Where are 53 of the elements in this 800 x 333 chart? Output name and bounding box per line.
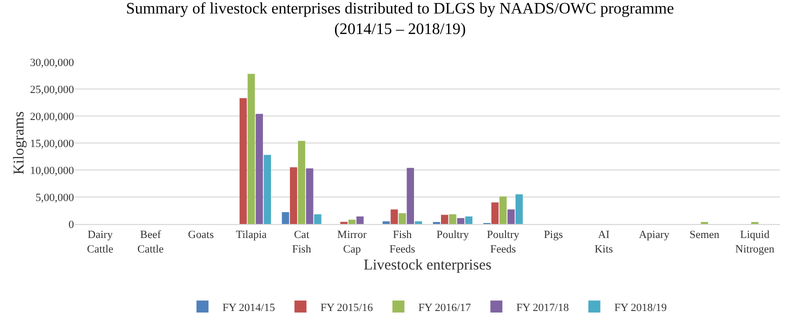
y-axis-title: Kilograms [11, 111, 28, 175]
bar [248, 74, 255, 224]
x-tick-label: Dairy Cattle [87, 229, 114, 256]
bar [398, 213, 406, 224]
x-tick-label: Poultry [436, 229, 470, 242]
bar [356, 216, 364, 224]
bar [449, 214, 456, 224]
bar [465, 216, 472, 224]
x-tick-label: Goats [188, 229, 214, 242]
x-tick-label: Apiary [638, 229, 670, 242]
bar [441, 214, 448, 224]
bar [256, 114, 263, 224]
bar [457, 218, 464, 224]
bar [290, 167, 298, 224]
y-tick-label: 0 [68, 218, 74, 231]
y-tick-label: 5,00,000 [36, 192, 74, 204]
x-tick-label: Tilapia [236, 229, 267, 242]
x-tick-label: Semen [689, 229, 720, 242]
bar [507, 209, 515, 224]
bar [306, 168, 314, 224]
chart-title: Summary of livestock enterprises distributed to DLGS by NAADS/OWC programme (2014/15 – 2018/19) [126, 0, 674, 38]
x-tick-label: AI Kits [594, 229, 613, 256]
bar [499, 196, 507, 224]
bar [348, 220, 356, 224]
x-axis-title: Livestock enterprises [364, 258, 492, 274]
x-tick-label: Pigs [544, 229, 563, 242]
bar [382, 221, 390, 224]
bar [240, 98, 247, 224]
x-tick-label: Beef Cattle [137, 229, 164, 256]
y-tick-label: 10,00,000 [30, 164, 74, 177]
bar [491, 202, 499, 224]
bar [298, 140, 306, 224]
bar [264, 154, 271, 224]
y-tick-label: 15,00,000 [30, 138, 74, 150]
bar [390, 209, 398, 224]
bar [516, 194, 523, 224]
bar [282, 212, 290, 224]
legend-label: FY 2018/19 [614, 302, 668, 314]
y-tick-label: 20,00,000 [30, 110, 74, 123]
bar [314, 214, 322, 224]
x-tick-label: Fish Feeds [389, 229, 416, 256]
bar [406, 168, 414, 224]
legend-label: FY 2015/16 [320, 302, 374, 314]
y-tick-label: 30,00,000 [30, 56, 74, 69]
x-tick-label: Liquid Nitrogen [735, 229, 775, 256]
bar [414, 221, 422, 224]
y-tick-label: 25,00,000 [30, 84, 74, 96]
x-tick-label: Poultry Feeds [486, 229, 520, 256]
legend-label: FY 2017/18 [516, 302, 570, 314]
legend-label: FY 2016/17 [418, 302, 472, 314]
legend-label: FY 2014/15 [222, 302, 276, 314]
x-tick-label: Cat Fish [292, 229, 312, 256]
x-tick-label: Mirror Cap [337, 229, 367, 256]
